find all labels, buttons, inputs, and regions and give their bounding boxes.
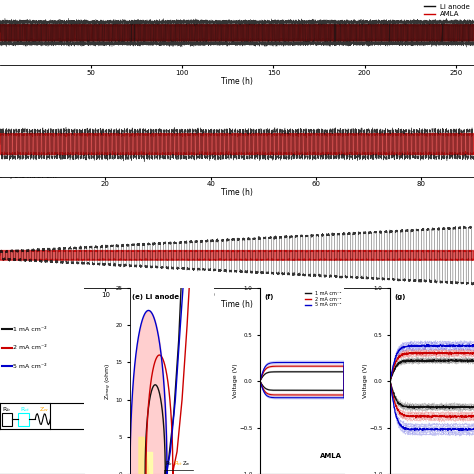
Text: AMLA: AMLA <box>320 453 342 459</box>
Text: 2 mA cm⁻²: 2 mA cm⁻² <box>13 345 47 350</box>
Text: (f): (f) <box>264 294 273 300</box>
Text: R$_{ct}$: R$_{ct}$ <box>173 459 183 468</box>
X-axis label: Time (h): Time (h) <box>221 188 253 197</box>
X-axis label: Time (h): Time (h) <box>221 300 253 309</box>
X-axis label: Time (h): Time (h) <box>221 77 253 86</box>
Text: R$_b$: R$_b$ <box>165 459 173 468</box>
Bar <box>18 413 28 426</box>
Text: Z$_w$: Z$_w$ <box>182 459 191 468</box>
Legend: Li anode, AMLA: Li anode, AMLA <box>422 1 473 20</box>
Text: 5 mA cm⁻²: 5 mA cm⁻² <box>13 364 47 369</box>
Bar <box>2 413 12 426</box>
Text: Z$_w$: Z$_w$ <box>39 405 48 414</box>
Text: R$_{ct}$: R$_{ct}$ <box>20 405 30 414</box>
Text: cm$^{-2}$, 0.5 mAh cm$^{-2}$: cm$^{-2}$, 0.5 mAh cm$^{-2}$ <box>0 170 64 182</box>
Text: cm$^{-2}$, 0.5 mAh cm$^{-2}$: cm$^{-2}$, 0.5 mAh cm$^{-2}$ <box>0 282 64 294</box>
Y-axis label: Voltage (V): Voltage (V) <box>363 364 368 398</box>
Text: R$_b$: R$_b$ <box>2 405 11 414</box>
Text: 1 mA cm⁻²: 1 mA cm⁻² <box>13 327 47 331</box>
Y-axis label: Voltage (V): Voltage (V) <box>233 364 237 398</box>
Text: (e) Li anode: (e) Li anode <box>132 294 179 300</box>
Legend: 1 mA cm⁻², 2 mA cm⁻², 5 mA cm⁻²: 1 mA cm⁻², 2 mA cm⁻², 5 mA cm⁻² <box>304 291 342 308</box>
Y-axis label: Z$_{imag}$ (ohm): Z$_{imag}$ (ohm) <box>104 362 114 400</box>
Text: A cm$^{-2}$, 0.5 mAh cm$^{-2}$: A cm$^{-2}$, 0.5 mAh cm$^{-2}$ <box>0 393 71 405</box>
Text: (g): (g) <box>394 294 406 300</box>
